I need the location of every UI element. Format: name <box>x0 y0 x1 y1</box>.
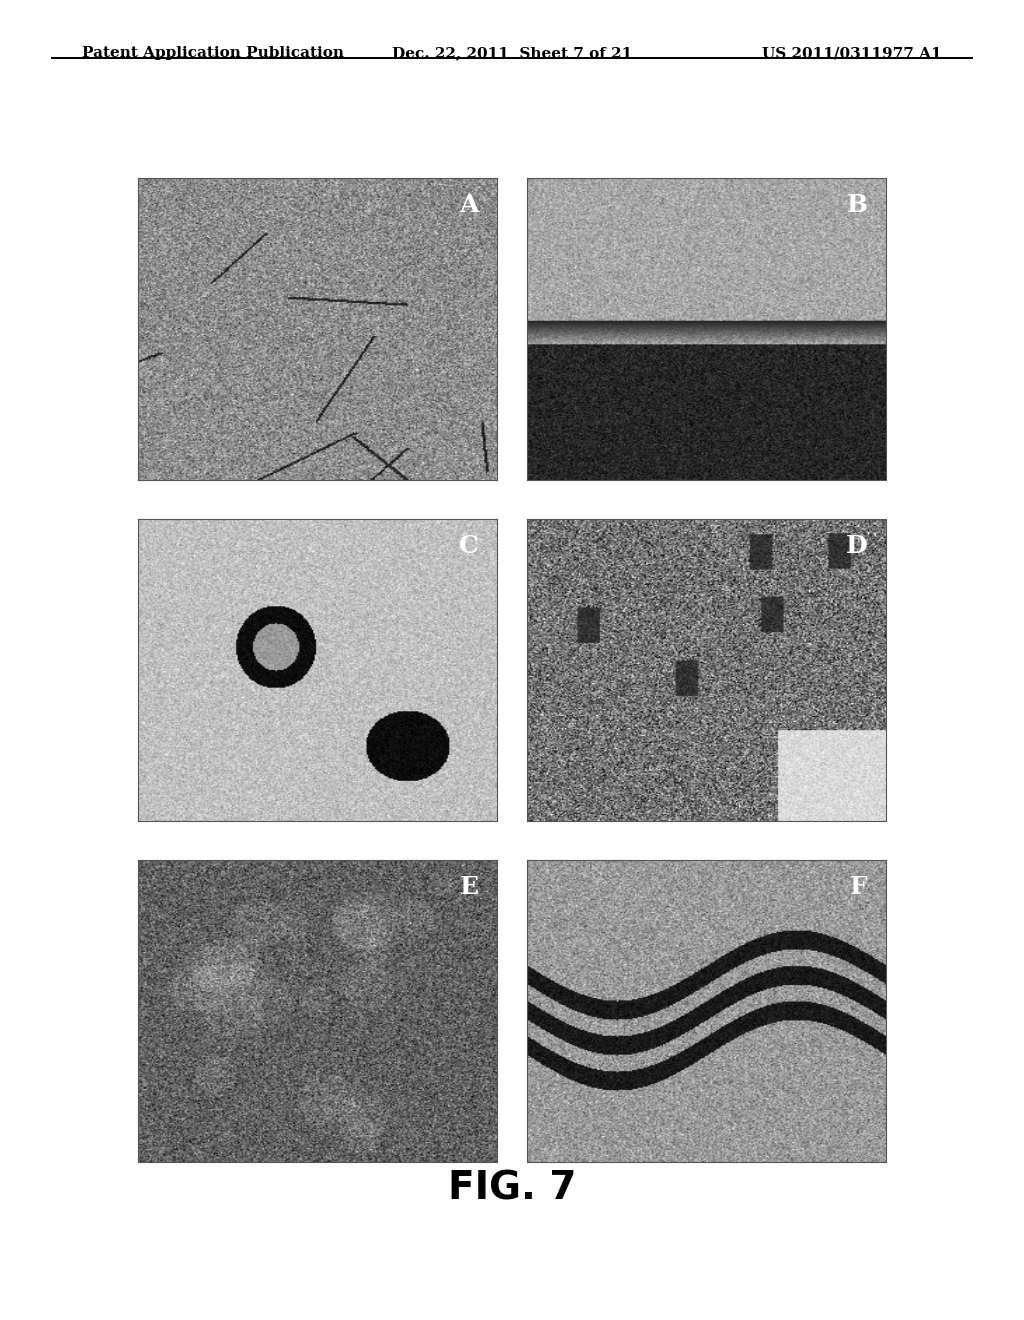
Text: E: E <box>460 875 478 899</box>
Text: Patent Application Publication: Patent Application Publication <box>82 46 344 61</box>
Text: A: A <box>459 193 478 218</box>
Text: B: B <box>847 193 867 218</box>
Text: D: D <box>846 535 867 558</box>
Text: C: C <box>459 535 478 558</box>
Text: Dec. 22, 2011  Sheet 7 of 21: Dec. 22, 2011 Sheet 7 of 21 <box>392 46 632 61</box>
Text: US 2011/0311977 A1: US 2011/0311977 A1 <box>763 46 942 61</box>
Text: F: F <box>850 875 867 899</box>
Text: FIG. 7: FIG. 7 <box>447 1170 577 1206</box>
